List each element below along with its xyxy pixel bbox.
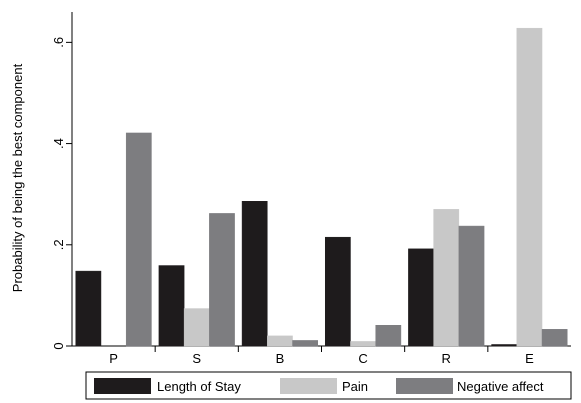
legend-label: Length of Stay	[157, 379, 241, 394]
bar	[292, 340, 319, 347]
bar	[541, 329, 568, 347]
bar	[350, 341, 376, 347]
bar	[158, 265, 185, 347]
x-tick-label: R	[442, 351, 451, 366]
legend-swatch	[280, 378, 337, 394]
legend-swatch	[94, 378, 151, 394]
bar	[267, 335, 293, 347]
bars	[75, 27, 568, 347]
legend-label: Negative affect	[457, 379, 544, 394]
x-tick-label: B	[276, 351, 285, 366]
bar	[433, 209, 460, 347]
bar	[241, 201, 268, 347]
bar	[183, 308, 210, 347]
bar	[458, 225, 485, 347]
bar	[408, 248, 434, 347]
bar	[375, 325, 402, 347]
bar	[324, 236, 351, 347]
y-tick-label: .4	[51, 138, 66, 149]
y-axis-ticks: 0 .2 .4 .6	[51, 37, 72, 350]
x-tick-label: S	[192, 351, 201, 366]
legend: Length of Stay Pain Negative affect	[85, 371, 572, 400]
x-tick-label: C	[358, 351, 367, 366]
bar	[125, 132, 152, 347]
bar	[516, 27, 543, 347]
bar	[491, 344, 518, 347]
y-tick-label: 0	[51, 342, 66, 349]
y-axis-title: Probability of being the best component	[10, 63, 25, 292]
legend-swatch	[396, 378, 453, 394]
legend-label: Pain	[342, 379, 368, 394]
x-tick-label: E	[525, 351, 534, 366]
bar	[209, 213, 235, 347]
y-tick-label: .6	[51, 37, 66, 48]
x-tick-label: P	[109, 351, 118, 366]
y-tick-label: .2	[51, 239, 66, 250]
bar	[75, 270, 102, 347]
